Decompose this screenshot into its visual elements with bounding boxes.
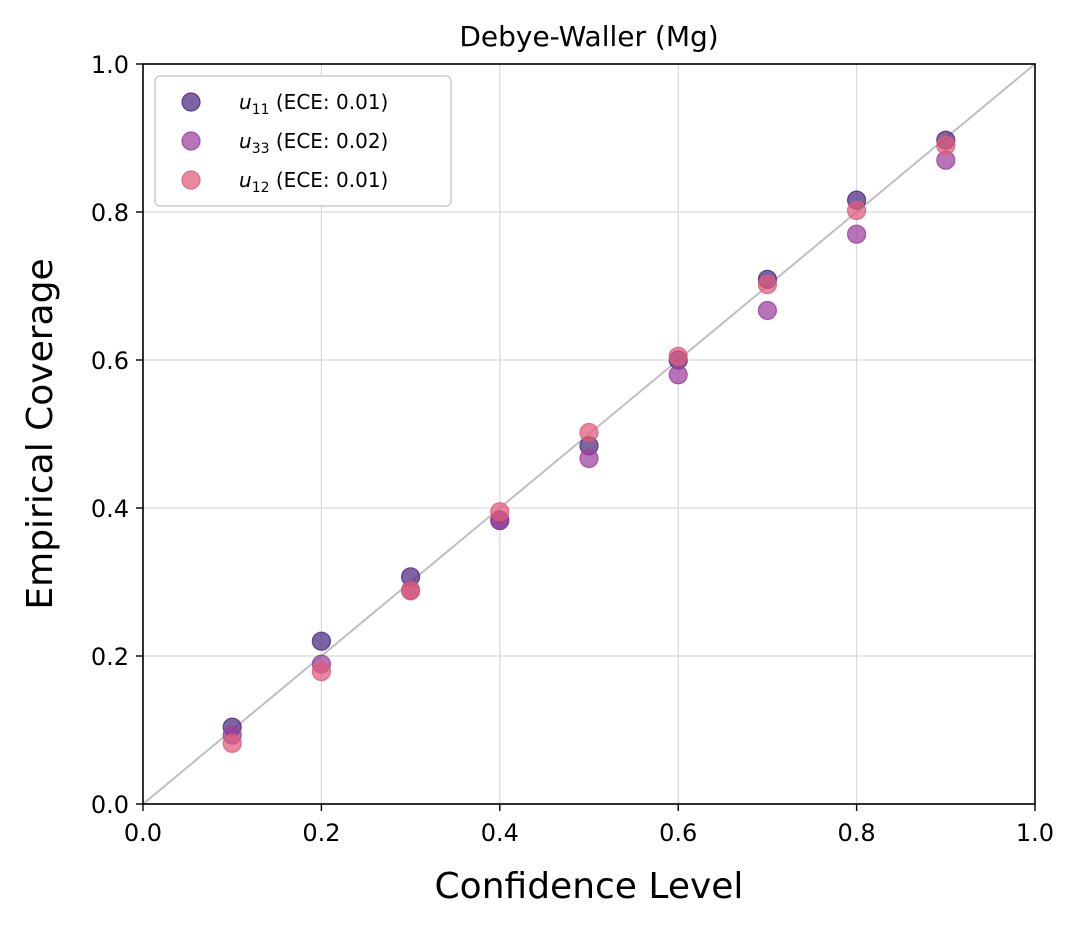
legend-frame (154, 75, 452, 207)
y-tick-label: 0.8 (91, 199, 129, 227)
legend-label: u12 (ECE: 0.01) (239, 168, 388, 196)
chart-title: Debye-Waller (Mg) (459, 20, 718, 53)
x-tick-label: 0.2 (302, 819, 340, 847)
point-series-12 (311, 661, 331, 682)
point-series-11 (311, 631, 331, 651)
x-axis-title: Confidence Level (435, 866, 744, 907)
y-tick-label: 0.6 (91, 347, 129, 375)
legend: u11 (ECE: 0.01)u33 (ECE: 0.02)u12 (ECE: … (154, 75, 452, 207)
y-tick-label: 1.0 (91, 51, 129, 79)
y-tick-label: 0.2 (91, 643, 129, 671)
data-points (222, 130, 956, 753)
y-tick-label: 0.4 (91, 495, 129, 523)
x-tick-label: 1.0 (1016, 819, 1054, 847)
point-series-33 (846, 224, 867, 244)
legend-subscript: 12 (252, 180, 270, 196)
legend-marker (181, 131, 201, 151)
legend-marker (181, 92, 201, 112)
legend-marker (181, 170, 201, 190)
point-series-33 (668, 365, 688, 385)
point-series-12 (222, 733, 242, 753)
plot-frame (142, 63, 1036, 805)
legend-var: u (239, 90, 252, 114)
point-series-12 (936, 135, 956, 155)
point-series-12 (757, 274, 778, 295)
legend-suffix: (ECE: 0.02) (270, 129, 389, 153)
legend-suffix: (ECE: 0.01) (270, 90, 389, 114)
legend-label: u33 (ECE: 0.02) (239, 129, 388, 157)
axis-ticks: 0.0 0.2 0.4 0.6 0.8 1.0 0.0 0.2 0.4 0.6 0.8 1.0 (91, 51, 1054, 847)
y-tick-label: 0.0 (91, 791, 129, 819)
legend-label: u11 (ECE: 0.01) (239, 90, 388, 118)
point-series-12 (668, 346, 688, 366)
x-tick-label: 0.6 (659, 819, 697, 847)
legend-subscript: 33 (252, 141, 270, 157)
point-series-12 (490, 502, 510, 522)
legend-var: u (239, 168, 252, 192)
point-series-33 (757, 300, 778, 321)
point-series-12 (846, 200, 867, 221)
point-series-12 (401, 581, 421, 601)
point-series-12 (579, 422, 599, 443)
x-tick-label: 0.0 (124, 819, 162, 847)
legend-suffix: (ECE: 0.01) (270, 168, 389, 192)
legend-var: u (239, 129, 252, 153)
y-axis-title: Empirical Coverage (20, 258, 61, 609)
x-tick-label: 0.8 (838, 819, 876, 847)
point-series-33 (579, 448, 599, 469)
legend-subscript: 11 (252, 102, 270, 118)
x-tick-label: 0.4 (481, 819, 519, 847)
